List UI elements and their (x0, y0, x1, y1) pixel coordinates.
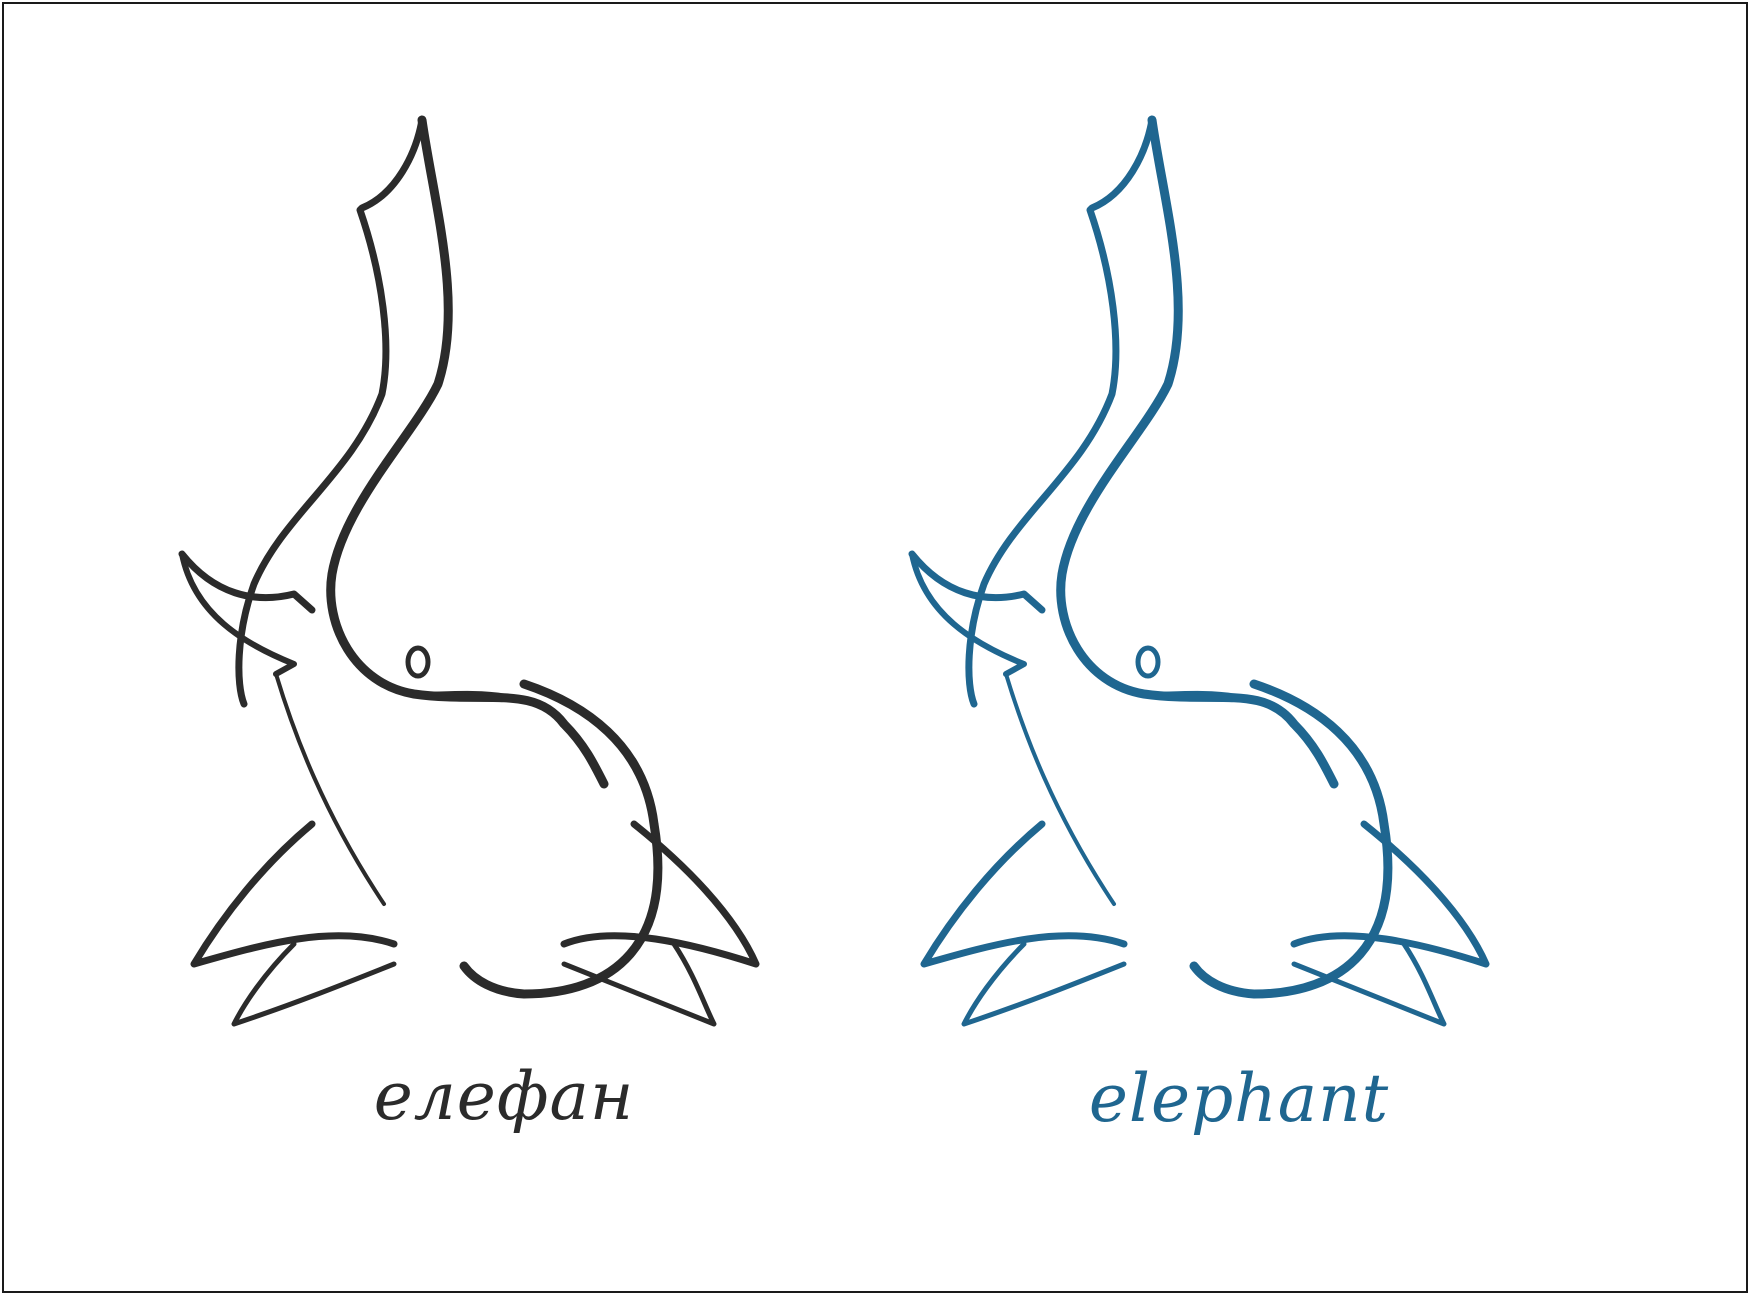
elephant-logo-blue: elephant (908, 115, 1574, 1204)
elephant-trunk-raised-icon (908, 115, 1490, 1027)
wordmark-text: елефан (373, 1058, 635, 1135)
wordmark-text: elephant (1088, 1060, 1390, 1137)
elephant-logo-dark: елефан (178, 115, 844, 1204)
elephant-trunk-raised-icon (178, 115, 760, 1027)
